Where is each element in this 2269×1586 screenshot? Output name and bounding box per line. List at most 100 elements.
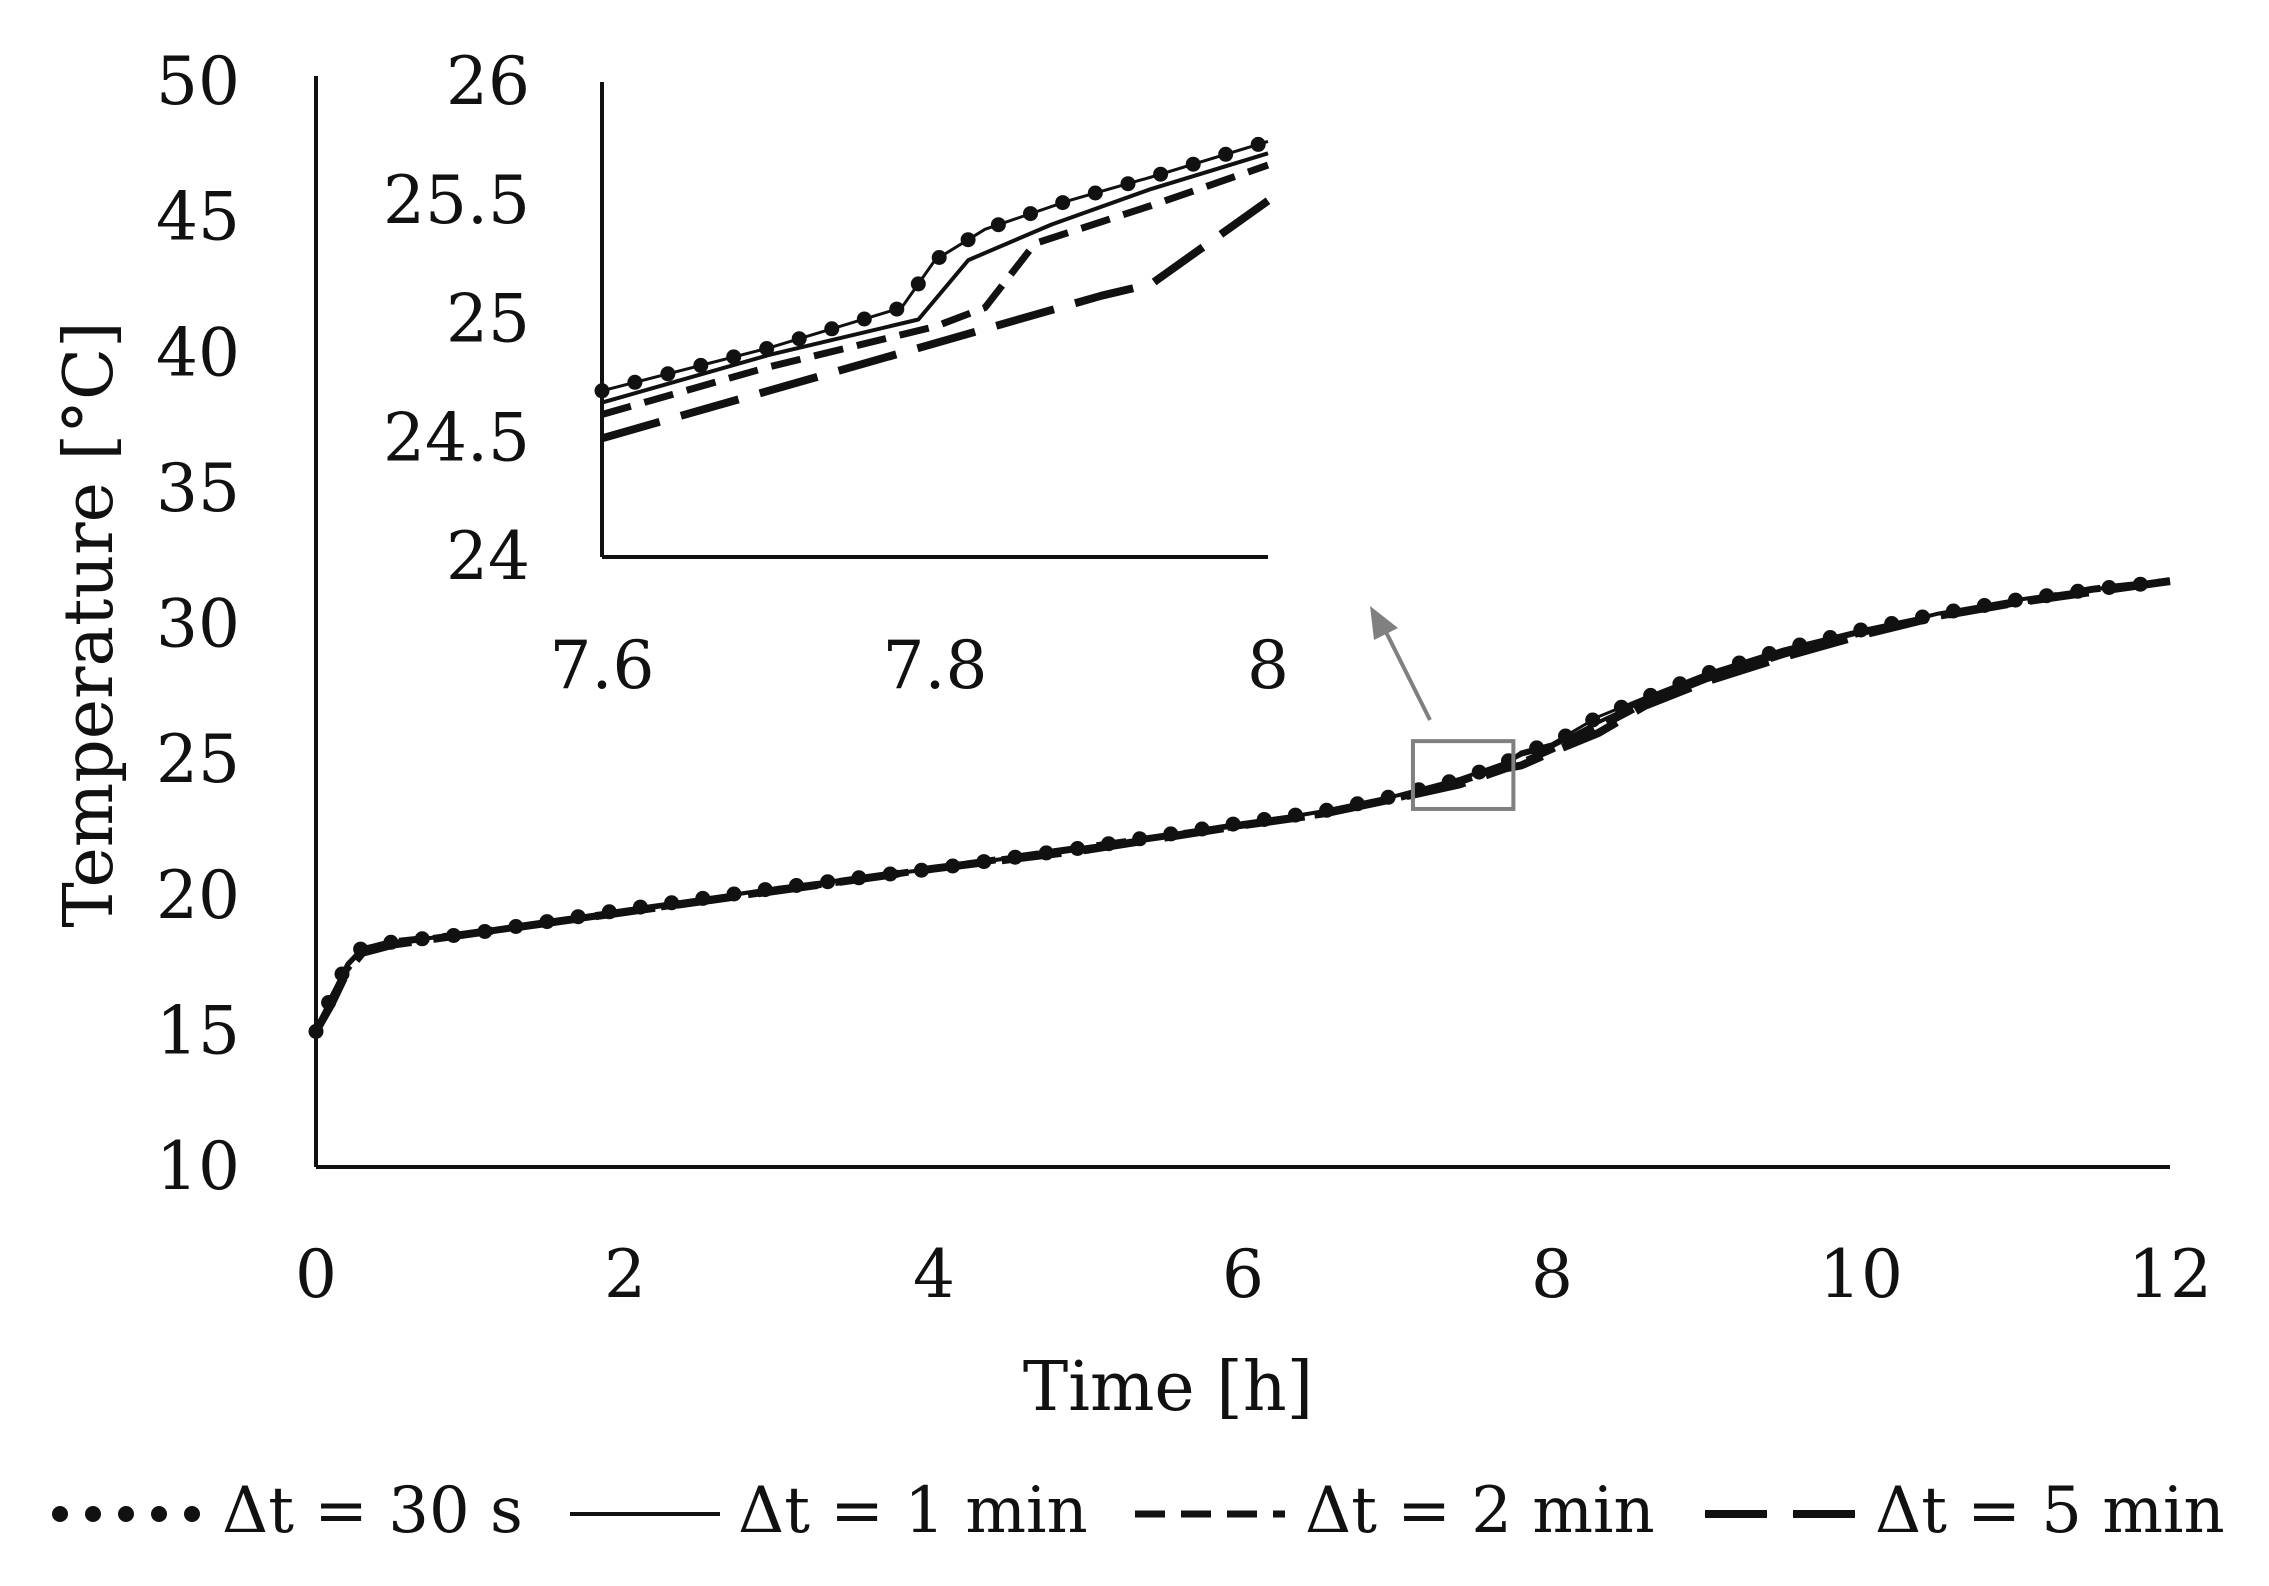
series-1-point-13 [664,895,680,911]
series-1-point-21 [914,862,929,878]
series-1-point-10 [910,276,926,292]
y-tick-label-45: 45 [156,179,240,256]
y-axis-title: Temperature [°C] [50,321,129,927]
series-1-point-35 [1349,796,1365,812]
series-1-point-57 [2008,592,2023,608]
legend-label: Δt = 2 min [1305,1474,1655,1548]
series-1-point-11 [931,250,947,265]
legend-swatch-dot-2 [118,1506,134,1522]
series-1-point-32 [1256,812,1272,827]
legend-swatch-dot-4 [184,1506,200,1522]
series-1-point-4 [383,934,399,950]
inset-plot: 24 24.5 25 25.5 26 7.6 7.8 8 [383,43,1289,704]
zoom-arrow-head [1370,606,1398,640]
series-1-point-52 [1853,622,1869,638]
legend-label: Δt = 30 s [222,1474,523,1548]
x-tick-label-0: 0 [295,1236,337,1313]
series-1-point-42 [1558,728,1573,744]
legend-item-1: Δt = 30 s [52,1474,523,1548]
series-1-point-46 [1672,676,1688,692]
series-1-point-30 [1194,821,1210,837]
series-1-point-2 [334,966,350,982]
series-1-point-60 [2101,580,2117,595]
series-1-point-55 [1945,603,1961,619]
series-1-point-29 [1163,826,1179,842]
series-1-point-23 [976,854,992,870]
series-1-point-12 [960,232,976,248]
series-1-point-27 [1101,836,1117,852]
series-1-point-9 [539,914,555,930]
y-tick-label-25: 25 [156,721,240,798]
series-1-point-14 [695,890,711,906]
inset-x-tick-label-8: 8 [1247,627,1289,704]
series-1-point-19 [851,870,867,886]
x-tick-label-4: 4 [913,1236,955,1313]
x-tick-label-8: 8 [1531,1236,1573,1313]
series-1-point-20 [882,866,898,882]
series-1-point-54 [1915,609,1930,625]
series-1-point-22 [945,858,961,874]
series-1-point-26 [1070,841,1085,856]
x-axis-title: Time [h] [1023,1348,1313,1427]
series-1-line [601,139,1269,393]
series-1-point-61 [2132,576,2148,592]
legend-item-4: Δt = 5 min [1705,1474,2225,1548]
series-1-point-4 [726,349,742,365]
x-tick-label-2: 2 [604,1236,646,1313]
series-4-line [600,197,1271,443]
legend-label: Δt = 5 min [1875,1474,2225,1548]
series-3-line [601,161,1270,418]
inset-y-tick-label-24: 24 [446,518,530,595]
series-1-point-21 [1250,136,1266,152]
y-tick-label-20: 20 [156,857,240,934]
series-1-point-53 [1884,616,1900,631]
series-1-point-20 [1218,146,1234,162]
y-tick-label-35: 35 [156,450,240,527]
series-1-point-47 [1701,665,1717,680]
series-1-point-58 [2039,588,2055,604]
series-1-point-16 [757,882,773,898]
series-1-point-7 [477,924,493,939]
inset-y-tick-label-25: 25 [446,281,530,358]
series-1-point-8 [856,311,872,327]
series-1-point-16 [1087,185,1103,201]
y-tick-label-50: 50 [156,43,240,120]
series-1-point-15 [726,886,742,902]
series-1-point-51 [1822,630,1838,645]
inset-y-tick-label-26: 26 [446,43,530,120]
series-1-line [314,579,2171,1032]
zoom-box [1410,739,1516,811]
series-1-point-25 [1038,845,1054,861]
series-1-point-2 [660,366,676,382]
series-1-point-17 [1120,176,1136,192]
series-1-point-13 [990,217,1006,233]
legend-swatch-dot-1 [85,1506,101,1522]
series-1-point-1 [627,374,643,390]
x-tick-label-6: 6 [1222,1236,1264,1313]
series-1-point-18 [820,874,836,890]
series-1-point-24 [1007,849,1023,865]
series-1-point-37 [1411,782,1427,798]
series-1-point-28 [1132,831,1148,847]
series-1-point-36 [1380,789,1396,805]
series-1-point-5 [759,341,775,356]
series-1-point-48 [1731,655,1747,671]
inset-x-tick-label-7.6: 7.6 [550,627,655,704]
legend-swatch-dot-0 [52,1506,68,1522]
y-tick-label-30: 30 [156,586,240,663]
series-1-point-31 [1225,816,1241,832]
series-1-point-33 [1287,807,1303,823]
series-1-point-10 [570,909,586,925]
series-1-point-1 [321,995,337,1010]
series-1-point-0 [594,383,610,399]
series-1-point-18 [1153,166,1169,182]
series-1-point-6 [791,331,807,347]
series-1-point-45 [1643,687,1659,703]
series-1-point-8 [508,919,524,934]
series-1-point-34 [1319,802,1335,818]
x-tick-label-10: 10 [1819,1236,1903,1313]
zoom-arrow-line [1383,629,1432,721]
series-1-point-15 [1055,195,1071,211]
